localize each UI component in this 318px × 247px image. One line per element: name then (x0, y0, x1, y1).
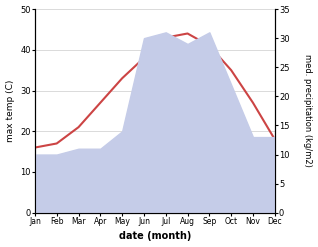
Y-axis label: med. precipitation (kg/m2): med. precipitation (kg/m2) (303, 54, 313, 167)
Y-axis label: max temp (C): max temp (C) (5, 80, 15, 142)
X-axis label: date (month): date (month) (119, 231, 191, 242)
